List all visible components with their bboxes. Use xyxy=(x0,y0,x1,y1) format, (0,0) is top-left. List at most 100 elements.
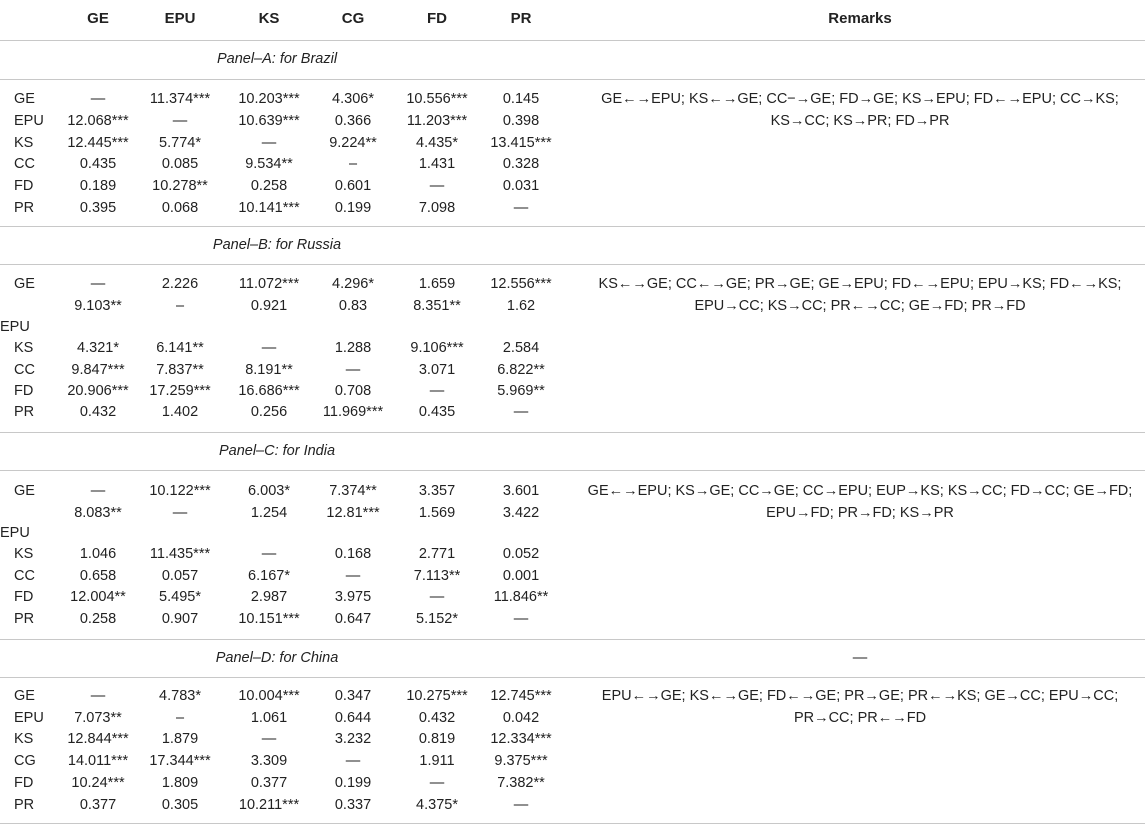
remarks-line: KS→CC; KS→PR; FD→PR xyxy=(770,113,950,129)
table-cell: 0.199 xyxy=(334,775,372,791)
row-label: GE xyxy=(14,483,35,499)
remarks-line: EPU→FD; PR→FD; KS→PR xyxy=(766,505,954,521)
table-cell: 8.191** xyxy=(245,362,293,378)
table-cell: 1.911 xyxy=(419,753,455,769)
table-cell: 0.068 xyxy=(161,200,199,216)
table-cell: 4.296* xyxy=(332,276,374,292)
table-cell: 5.495* xyxy=(159,589,201,605)
table-cell: – xyxy=(348,156,358,172)
table-cell: 12.556*** xyxy=(490,276,552,292)
table-cell: — xyxy=(513,404,529,420)
table-cell: 6.003* xyxy=(248,483,290,499)
table-cell: 0.328 xyxy=(502,156,540,172)
table-cell: 0.647 xyxy=(334,611,372,627)
table-cell: 8.351** xyxy=(413,298,461,314)
table-cell: — xyxy=(429,178,445,194)
table-cell: 10.556*** xyxy=(406,91,468,107)
table-cell: 0.042 xyxy=(502,710,540,726)
table-cell: 1.061 xyxy=(250,710,288,726)
table-rule xyxy=(0,79,1145,80)
table-cell: 1.431 xyxy=(418,156,456,172)
column-header-ks: KS xyxy=(258,10,280,27)
table-cell: 7.073** xyxy=(74,710,122,726)
table-cell: 1.809 xyxy=(161,775,199,791)
table-cell: — xyxy=(172,505,188,521)
table-cell: 3.601 xyxy=(502,483,540,499)
table-cell: 0.145 xyxy=(502,91,540,107)
row-label: PR xyxy=(14,797,35,813)
table-cell: 0.189 xyxy=(79,178,117,194)
table-cell: 0.001 xyxy=(502,568,540,584)
table-cell: 9.106*** xyxy=(410,340,464,356)
row-label: CC xyxy=(14,362,35,378)
table-cell: 3.975 xyxy=(334,589,372,605)
table-cell: 11.072*** xyxy=(238,276,300,292)
table-cell: 0.347 xyxy=(334,688,372,704)
table-cell: 0.432 xyxy=(418,710,456,726)
row-label: FD xyxy=(14,383,34,399)
table-cell: 3.232 xyxy=(334,731,372,747)
table-cell: 1.254 xyxy=(250,505,288,521)
table-cell: — xyxy=(429,589,445,605)
table-cell: 0.907 xyxy=(161,611,199,627)
table-cell: 0.168 xyxy=(334,546,372,562)
row-label: GE xyxy=(14,688,35,704)
table-cell: 6.167* xyxy=(248,568,290,584)
table-cell: 11.969*** xyxy=(322,404,384,420)
column-header-remarks: Remarks xyxy=(828,10,892,27)
table-rule xyxy=(0,264,1145,265)
table-cell: 3.357 xyxy=(418,483,456,499)
column-header-epu: EPU xyxy=(164,10,196,27)
row-label: GE xyxy=(14,276,35,292)
table-cell: 7.374** xyxy=(329,483,377,499)
table-cell: – xyxy=(175,710,185,726)
table-cell: 16.686*** xyxy=(238,383,300,399)
table-cell: 14.011*** xyxy=(67,753,129,769)
table-cell: 0.031 xyxy=(502,178,540,194)
table-cell: 9.103** xyxy=(74,298,122,314)
table-cell: 6.822** xyxy=(497,362,545,378)
table-cell: 0.435 xyxy=(79,156,117,172)
table-cell: — xyxy=(90,483,106,499)
table-cell: 0.337 xyxy=(334,797,372,813)
row-label: KS xyxy=(14,546,34,562)
row-label: EPU xyxy=(14,710,44,726)
row-label: PR xyxy=(14,404,35,420)
table-cell: — xyxy=(345,568,361,584)
table-rule xyxy=(0,40,1145,41)
row-label: KS xyxy=(14,340,34,356)
table-cell: 10.151*** xyxy=(238,611,300,627)
remarks-line: KS←→GE; CC←→GE; PR→GE; GE→EPU; FD←→EPU; … xyxy=(598,276,1122,292)
table-cell: 3.422 xyxy=(502,505,540,521)
table-cell: 0.708 xyxy=(334,383,372,399)
remarks-line: PR→CC; PR←→FD xyxy=(793,710,927,726)
table-cell: 12.81*** xyxy=(326,505,380,521)
panel-remark-header: — xyxy=(852,650,868,666)
table-rule xyxy=(0,639,1145,640)
table-cell: 2.584 xyxy=(502,340,540,356)
table-cell: 4.321* xyxy=(77,340,119,356)
table-cell: 0.432 xyxy=(79,404,117,420)
table-cell: — xyxy=(345,362,361,378)
table-cell: 7.837** xyxy=(156,362,204,378)
table-cell: 11.846** xyxy=(493,589,549,605)
column-header-pr: PR xyxy=(510,10,532,27)
table-cell: 12.745*** xyxy=(490,688,552,704)
table-cell: — xyxy=(172,113,188,129)
row-label: PR xyxy=(14,611,35,627)
table-cell: — xyxy=(513,611,529,627)
remarks-line: EPU→CC; KS→CC; PR←→CC; GE→FD; PR→FD xyxy=(694,298,1026,314)
table-cell: — xyxy=(429,383,445,399)
table-cell: 6.141** xyxy=(156,340,204,356)
table-cell: 0.377 xyxy=(79,797,117,813)
table-cell: – xyxy=(175,298,185,314)
column-header-fd: FD xyxy=(427,10,447,27)
table-rule xyxy=(0,226,1145,227)
table-cell: 0.057 xyxy=(161,568,199,584)
row-label: GE xyxy=(14,91,35,107)
table-cell: 7.098 xyxy=(418,200,456,216)
remarks-line: GE←→EPU; KS→GE; CC→GE; CC→EPU; EUP→KS; K… xyxy=(587,483,1133,499)
column-header-ge: GE xyxy=(87,10,109,27)
table-cell: 0.258 xyxy=(250,178,288,194)
table-cell: 0.085 xyxy=(161,156,199,172)
